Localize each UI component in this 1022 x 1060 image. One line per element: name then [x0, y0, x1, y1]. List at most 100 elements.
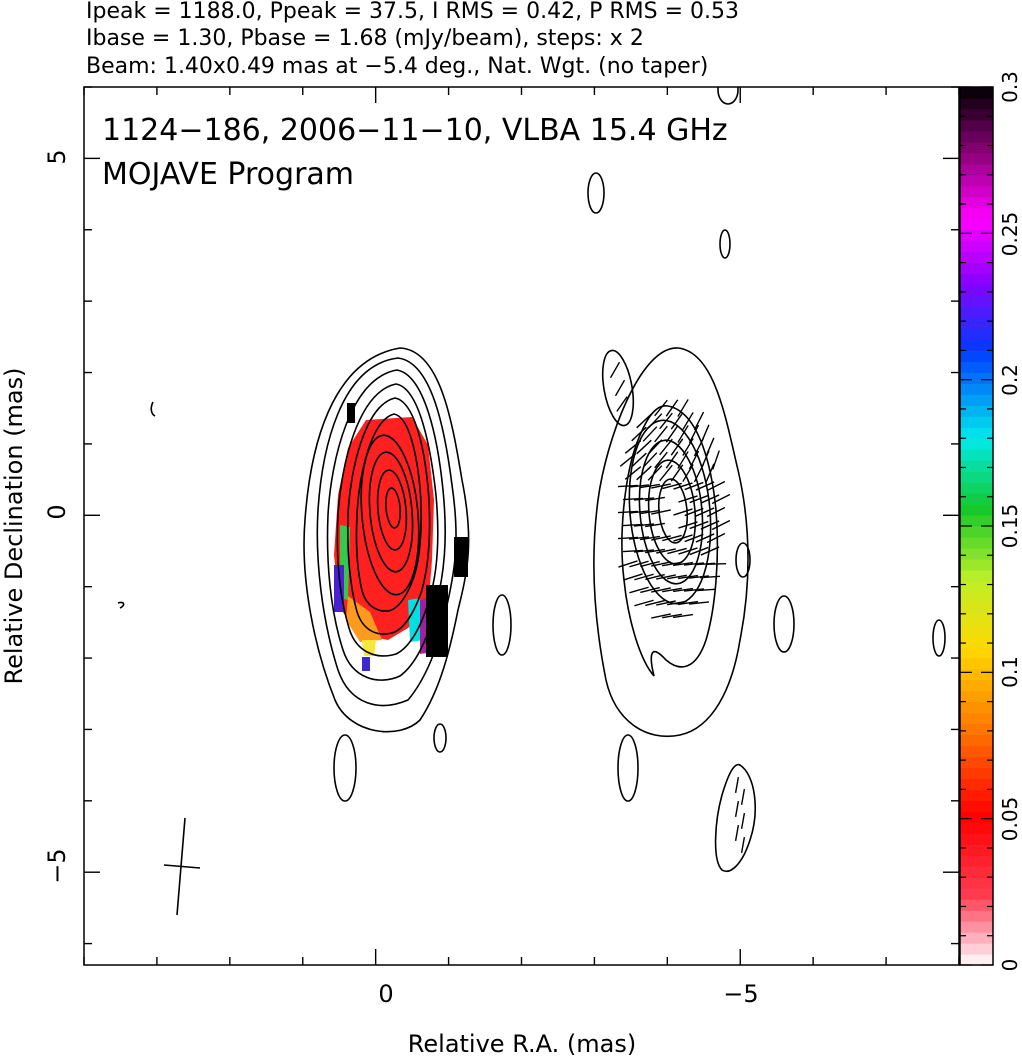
evpa-tick	[688, 424, 700, 444]
evpa-tick	[684, 507, 704, 517]
colorbar-step	[960, 844, 993, 856]
evpa-tick	[673, 482, 693, 490]
evpa-tick	[683, 562, 705, 566]
evpa-tick	[631, 426, 647, 442]
evpa-tick	[634, 599, 654, 607]
intensity-contour-5	[346, 397, 431, 635]
evpa-tick	[654, 399, 668, 417]
evpa-tick	[651, 509, 671, 515]
evpa-tick	[628, 510, 650, 514]
colorbar-ticks	[960, 86, 993, 966]
colorbar-step	[960, 558, 993, 571]
evpa-tick	[618, 560, 638, 568]
evpa-tick	[642, 452, 658, 468]
colorbar-step	[960, 87, 993, 99]
evpa-tick	[651, 587, 671, 593]
evpa-tick	[662, 613, 682, 619]
evpa-tick	[656, 574, 676, 580]
evpa-tick	[614, 379, 626, 397]
evpa-tick	[712, 450, 720, 470]
evpa-tick	[667, 574, 687, 580]
evpa-tick	[659, 438, 673, 456]
evpa-tick	[629, 586, 649, 594]
colorbar-step	[960, 668, 993, 681]
colorbar-step	[960, 624, 993, 637]
y-axis-ticks	[84, 86, 959, 945]
evpa-tick	[672, 613, 694, 619]
evpa-tick	[656, 548, 676, 554]
evpa-tick	[662, 534, 682, 542]
colorbar-step	[960, 943, 993, 955]
colorbar-step	[960, 932, 993, 944]
polarization-contour-12	[773, 595, 795, 653]
colorbar-step	[960, 449, 993, 461]
evpa-tick	[647, 439, 663, 455]
colorbar-step	[960, 328, 993, 341]
evpa-tick	[640, 586, 660, 594]
colorbar-tick-label-0: 0	[998, 959, 1022, 972]
colorbar-tick-label-0.15: 0.15	[998, 504, 1022, 549]
colorbar-step	[960, 295, 993, 308]
evpa-tick	[665, 451, 679, 469]
polarization-contour-3	[628, 419, 712, 605]
colorbar-step	[960, 536, 993, 549]
intensity-contour-9	[376, 469, 408, 551]
intensity-contour-3	[326, 369, 446, 681]
evpa-tick	[662, 561, 682, 567]
colorbar-step	[960, 174, 993, 187]
colorbar-step	[960, 207, 993, 220]
x-axis-label: Relative R.A. (mas)	[408, 1030, 636, 1058]
colorbar: 0 0.05 0.1 0.15 0.2 0.25 0.3	[959, 71, 1022, 972]
colorbar-step	[960, 427, 993, 439]
evpa-tick	[673, 508, 693, 516]
evpa-tick	[684, 533, 704, 543]
intensity-contour-blob-4	[150, 401, 156, 417]
polarization-color-map	[334, 403, 468, 671]
colorbar-step	[960, 547, 993, 560]
y-tick-labels: 5 0 −5	[43, 149, 71, 883]
polarization-contour-7	[601, 349, 635, 427]
evpa-tick	[624, 440, 642, 454]
colorbar-step	[960, 526, 993, 538]
header-line-2: Ibase = 1.30, Pbase = 1.68 (mJy/beam), s…	[86, 26, 644, 51]
colorbar-step	[960, 800, 993, 812]
evpa-tick	[617, 484, 639, 488]
colorbar-step	[960, 350, 993, 362]
evpa-tick	[645, 548, 665, 554]
evpa-tick	[734, 824, 740, 842]
colorbar-step	[960, 317, 993, 330]
colorbar-step	[960, 383, 993, 395]
intensity-contour-6	[355, 413, 422, 612]
colorbar-step	[960, 504, 993, 516]
evpa-tick	[689, 520, 709, 530]
evpa-tick	[640, 483, 660, 489]
evpa-tick	[662, 587, 682, 593]
polarization-contour-1	[593, 347, 749, 737]
colorbar-step	[960, 218, 993, 231]
evpa-tick	[682, 464, 694, 482]
colorbar-step	[960, 679, 993, 692]
evpa-tick	[678, 521, 698, 529]
plot-frame	[83, 86, 960, 966]
polarization-contour-8	[587, 172, 605, 214]
evpa-tick	[645, 522, 665, 528]
evpa-tick	[640, 535, 660, 541]
evpa-tick	[705, 562, 727, 566]
colorbar-step	[960, 196, 993, 209]
colorbar-step	[960, 591, 993, 604]
polarization-contour-13	[932, 619, 946, 657]
evpa-tick	[609, 361, 621, 379]
colorbar-step	[960, 833, 993, 845]
colorbar-step	[960, 405, 993, 417]
evpa-tick	[683, 588, 705, 592]
evpa-tick	[636, 465, 652, 481]
polarization-contour-9	[719, 229, 731, 259]
evpa-tick	[662, 482, 682, 490]
evpa-tick	[705, 463, 715, 483]
polarization-contour-10	[717, 87, 739, 105]
colorbar-tick-label-0.1: 0.1	[998, 656, 1022, 688]
y-axis-label: Relative Declination (mas)	[0, 367, 28, 684]
evpa-tick	[651, 561, 671, 567]
colorbar-step	[960, 97, 993, 110]
evpa-tick	[711, 519, 731, 531]
